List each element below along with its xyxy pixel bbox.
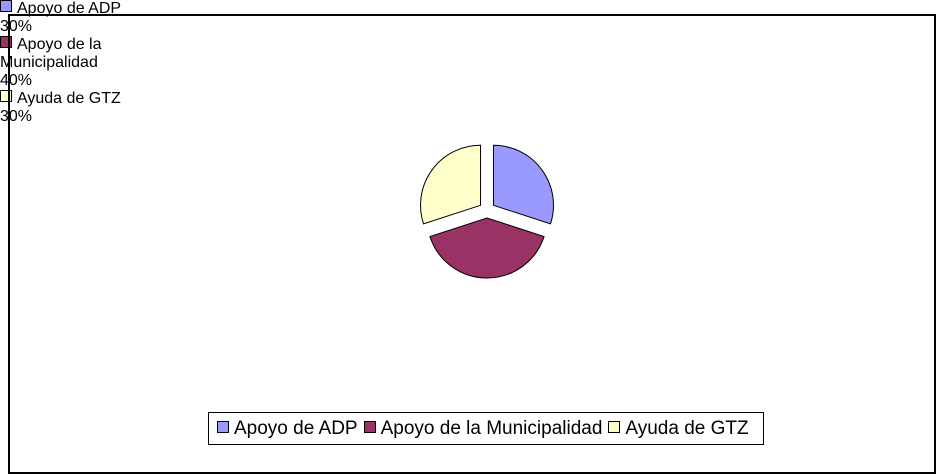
data-label-name: Apoyo de la Municipalidad — [0, 36, 116, 72]
legend: Apoyo de ADP Apoyo de la Municipalidad Ayu… — [208, 412, 764, 445]
legend-swatch — [363, 420, 376, 433]
data-labels: Apoyo de ADP 30% Apoyo de la Municipalidad… — [0, 0, 947, 126]
pie-slice — [429, 217, 545, 279]
legend-swatch — [217, 420, 229, 433]
legend-label: Apoyo de la Municipalidad — [380, 417, 603, 439]
pie-slice — [492, 144, 554, 225]
data-label-category: Apoyo de ADP — [17, 0, 122, 17]
data-label-name: Apoyo de ADP — [0, 0, 150, 18]
legend-swatch — [608, 420, 621, 433]
legend-label: Apoyo de ADP — [234, 417, 358, 439]
pie-slice — [420, 144, 482, 225]
legend-label: Ayuda de GTZ — [625, 417, 749, 439]
legend-item: Apoyo de ADP — [217, 418, 358, 440]
legend-item: Apoyo de la Municipalidad — [363, 417, 603, 440]
data-label: Apoyo de la Municipalidad 40% — [0, 36, 116, 90]
data-label-swatch — [0, 0, 12, 12]
pie-area — [420, 144, 554, 279]
data-label-category: Ayuda de GTZ — [17, 90, 121, 107]
legend-item: Ayuda de GTZ — [608, 417, 749, 440]
data-label-category: Apoyo de la Municipalidad — [0, 36, 102, 71]
